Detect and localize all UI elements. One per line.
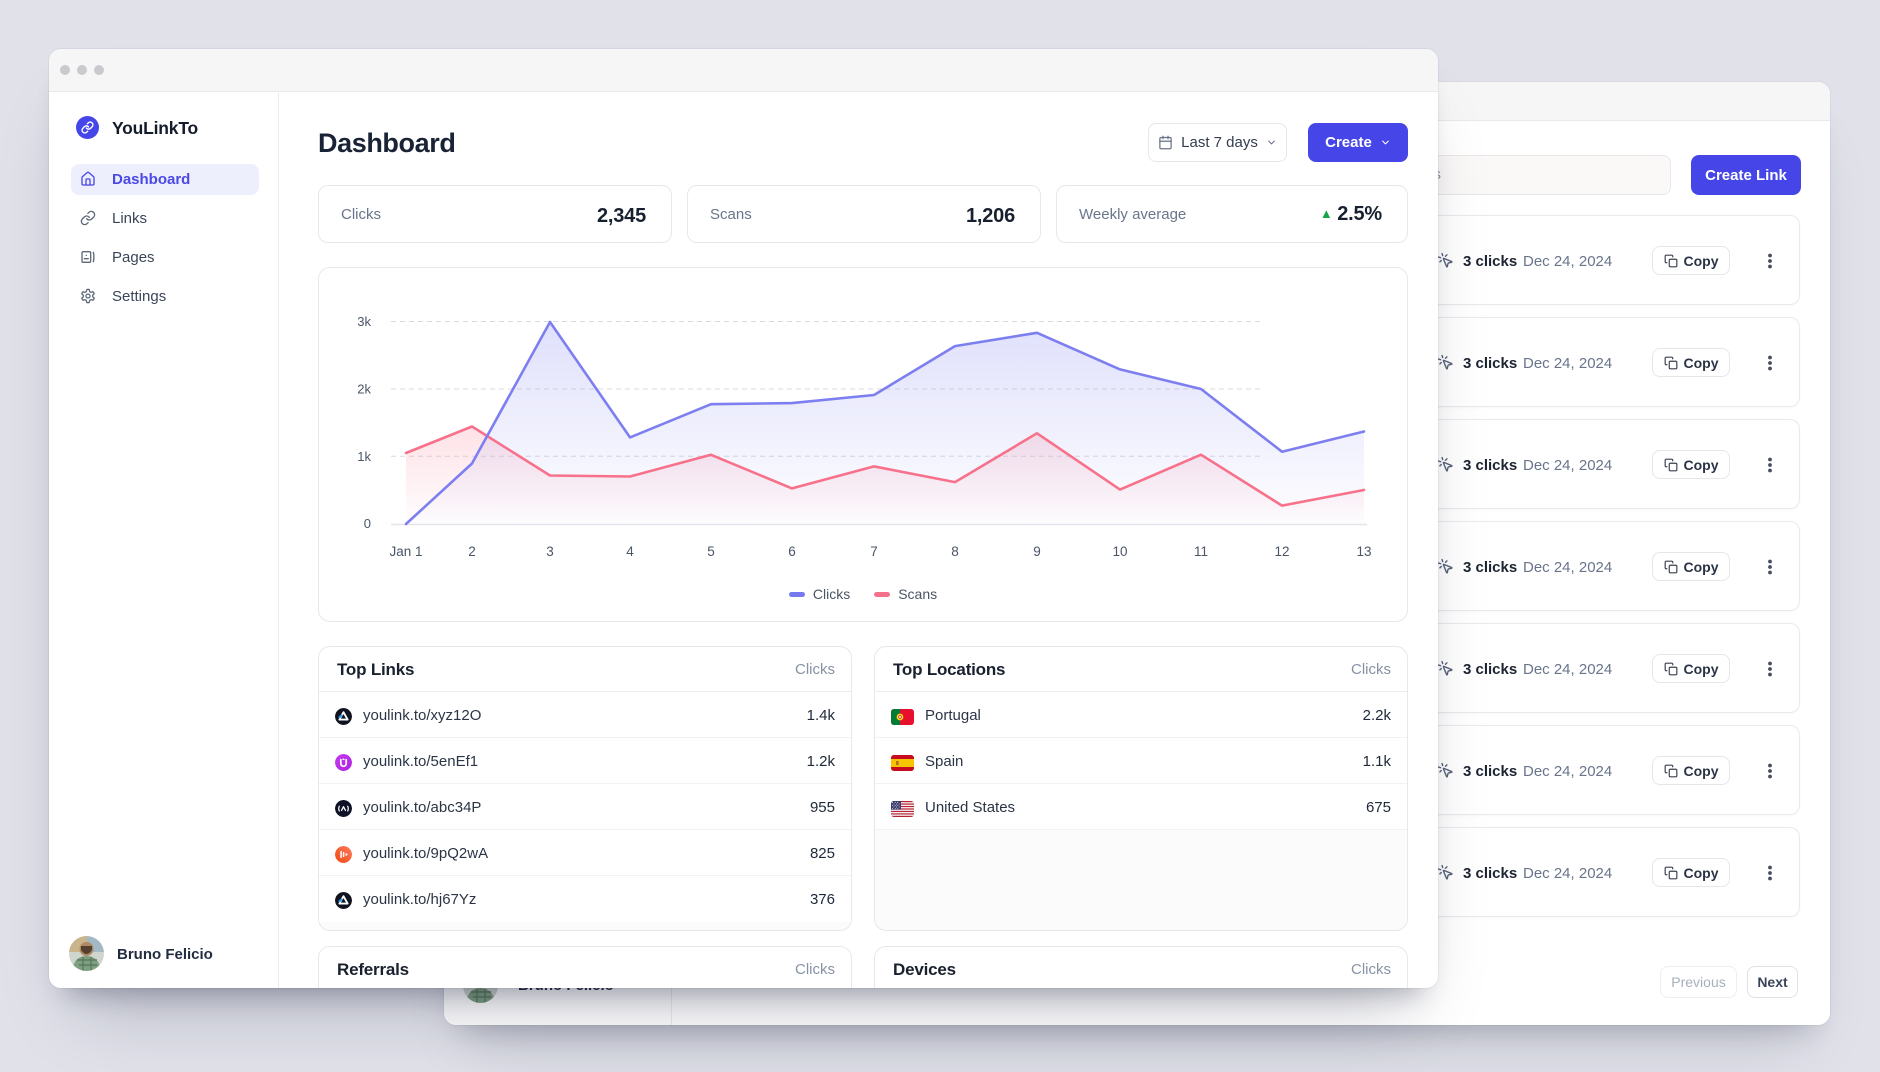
svg-text:Jan 1: Jan 1 bbox=[389, 544, 422, 559]
svg-text:13: 13 bbox=[1356, 544, 1371, 559]
svg-text:5: 5 bbox=[707, 544, 715, 559]
svg-text:7: 7 bbox=[870, 544, 878, 559]
svg-text:9: 9 bbox=[1033, 544, 1041, 559]
svg-text:11: 11 bbox=[1194, 544, 1208, 559]
svg-text:4: 4 bbox=[626, 544, 634, 559]
svg-text:8: 8 bbox=[951, 544, 959, 559]
svg-text:2: 2 bbox=[468, 544, 476, 559]
svg-text:0: 0 bbox=[364, 516, 371, 531]
svg-text:1k: 1k bbox=[357, 449, 371, 464]
svg-text:6: 6 bbox=[788, 544, 796, 559]
svg-text:3: 3 bbox=[546, 544, 554, 559]
svg-text:3k: 3k bbox=[357, 314, 371, 329]
svg-text:10: 10 bbox=[1112, 544, 1127, 559]
svg-text:12: 12 bbox=[1274, 544, 1289, 559]
svg-text:2k: 2k bbox=[357, 382, 371, 397]
